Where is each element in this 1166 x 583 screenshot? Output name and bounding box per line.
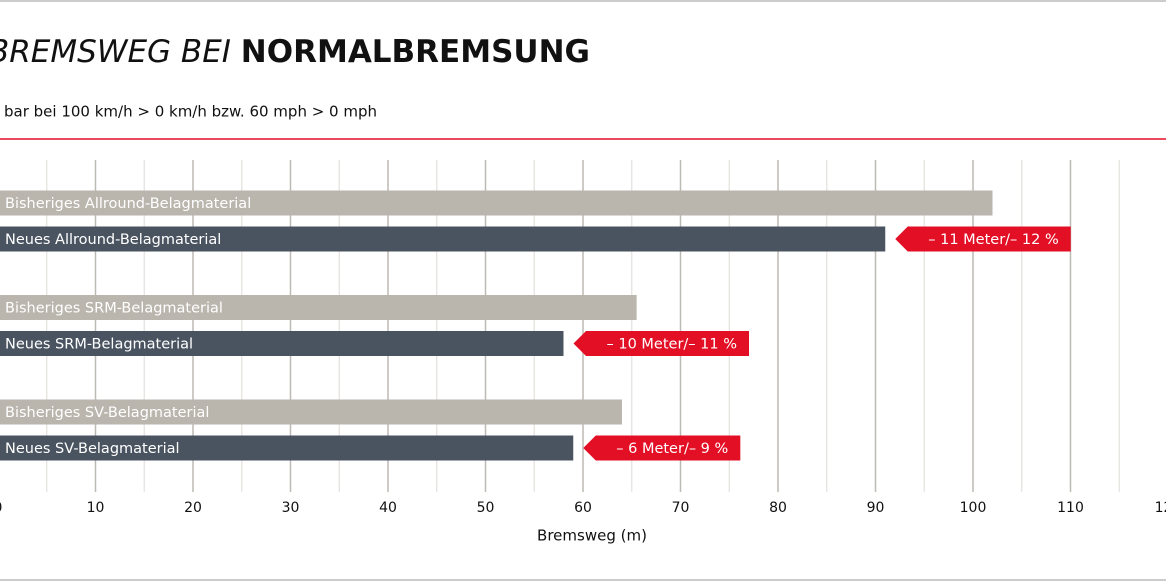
title-light: BREMSWEG BEI xyxy=(0,34,231,70)
annotation-label: – 10 Meter/– 11 % xyxy=(607,337,738,353)
subtitle: bar bei 100 km/h > 0 km/h bzw. 60 mph > … xyxy=(4,103,377,121)
annotation-label: – 11 Meter/– 12 % xyxy=(928,232,1059,248)
x-tick-label: 60 xyxy=(574,500,592,516)
bar xyxy=(0,295,637,320)
bar-label: Neues Allround-Belagmaterial xyxy=(5,232,221,248)
chart-title: BREMSWEG BEI NORMALBREMSUNG xyxy=(0,34,590,70)
x-tick-label: 20 xyxy=(184,500,202,516)
bar xyxy=(0,399,622,425)
x-tick-label: 80 xyxy=(769,500,787,516)
bar xyxy=(0,226,886,252)
bar xyxy=(0,190,993,216)
x-tick-label: 30 xyxy=(282,500,300,516)
bar-label: Bisheriges SV-Belagmaterial xyxy=(5,405,209,421)
bar xyxy=(0,331,564,356)
x-tick-label: 10 xyxy=(87,500,105,516)
x-tick-label: 70 xyxy=(672,500,690,516)
bar-label: Bisheriges SRM-Belagmaterial xyxy=(5,301,223,317)
x-tick-label: 0 xyxy=(0,500,2,516)
annotation-arrow xyxy=(573,331,749,356)
annotation-arrow xyxy=(895,226,1071,252)
x-tick-label: 100 xyxy=(960,500,987,516)
x-tick-label: 120 xyxy=(1155,500,1166,516)
title-bold: NORMALBREMSUNG xyxy=(241,34,590,70)
bar-label: Neues SRM-Belagmaterial xyxy=(5,337,193,353)
annotation-label: – 6 Meter/– 9 % xyxy=(616,441,728,457)
x-tick-label: 50 xyxy=(477,500,495,516)
bar xyxy=(0,435,574,461)
x-tick-label: 110 xyxy=(1057,500,1084,516)
x-axis-label: Bremsweg (m) xyxy=(537,527,647,545)
annotation-arrow xyxy=(583,435,741,461)
x-tick-label: 90 xyxy=(867,500,885,516)
bar-label: Bisheriges Allround-Belagmaterial xyxy=(5,196,251,212)
bar-label: Neues SV-Belagmaterial xyxy=(5,441,180,457)
x-tick-label: 40 xyxy=(379,500,397,516)
